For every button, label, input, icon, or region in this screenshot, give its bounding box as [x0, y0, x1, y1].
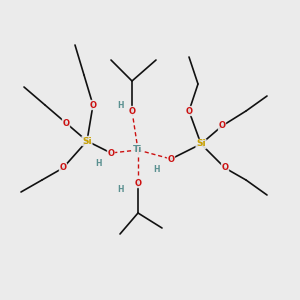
Text: O: O [185, 106, 193, 116]
Text: O: O [128, 106, 136, 116]
Text: Si: Si [196, 140, 206, 148]
Text: O: O [221, 164, 229, 172]
Text: H: H [117, 100, 123, 109]
Text: O: O [218, 122, 226, 130]
Text: O: O [89, 100, 97, 109]
Text: O: O [59, 164, 67, 172]
Text: Ti: Ti [133, 146, 143, 154]
Text: H: H [153, 165, 159, 174]
Text: Si: Si [82, 136, 92, 146]
Text: O: O [167, 154, 175, 164]
Text: O: O [134, 178, 142, 188]
Text: O: O [62, 118, 70, 127]
Text: H: H [96, 159, 102, 168]
Text: H: H [117, 184, 123, 194]
Text: O: O [107, 148, 115, 158]
